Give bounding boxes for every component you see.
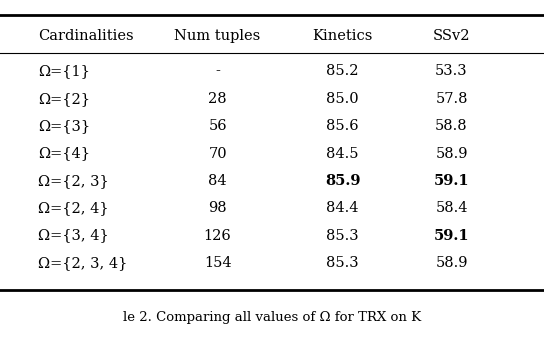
- Text: 58.9: 58.9: [435, 256, 468, 270]
- Text: 70: 70: [208, 147, 227, 160]
- Text: 84.4: 84.4: [326, 201, 359, 215]
- Text: 58.9: 58.9: [435, 147, 468, 160]
- Text: SSv2: SSv2: [433, 29, 470, 43]
- Text: 85.3: 85.3: [326, 256, 359, 270]
- Text: le 2. Comparing all values of Ω for TRX on K: le 2. Comparing all values of Ω for TRX …: [123, 311, 421, 324]
- Text: Ω={2, 3, 4}: Ω={2, 3, 4}: [38, 256, 127, 270]
- Text: Ω={2, 3}: Ω={2, 3}: [38, 174, 109, 188]
- Text: 84.5: 84.5: [326, 147, 359, 160]
- Text: Ω={2}: Ω={2}: [38, 92, 90, 106]
- Text: 85.6: 85.6: [326, 119, 359, 133]
- Text: 59.1: 59.1: [434, 228, 469, 243]
- Text: 126: 126: [203, 228, 232, 243]
- Text: 28: 28: [208, 92, 227, 106]
- Text: 58.8: 58.8: [435, 119, 468, 133]
- Text: 84: 84: [208, 174, 227, 188]
- Text: Cardinalities: Cardinalities: [38, 29, 134, 43]
- Text: Ω={1}: Ω={1}: [38, 64, 90, 79]
- Text: Kinetics: Kinetics: [313, 29, 373, 43]
- Text: Ω={3}: Ω={3}: [38, 119, 90, 133]
- Text: 85.0: 85.0: [326, 92, 359, 106]
- Text: 85.9: 85.9: [325, 174, 361, 188]
- Text: Ω={3, 4}: Ω={3, 4}: [38, 228, 109, 243]
- Text: 98: 98: [208, 201, 227, 215]
- Text: Ω={2, 4}: Ω={2, 4}: [38, 201, 109, 215]
- Text: 59.1: 59.1: [434, 174, 469, 188]
- Text: 154: 154: [204, 256, 231, 270]
- Text: 56: 56: [208, 119, 227, 133]
- Text: 58.4: 58.4: [435, 201, 468, 215]
- Text: 85.2: 85.2: [326, 64, 359, 79]
- Text: Num tuples: Num tuples: [175, 29, 261, 43]
- Text: 53.3: 53.3: [435, 64, 468, 79]
- Text: Ω={4}: Ω={4}: [38, 147, 90, 160]
- Text: -: -: [215, 64, 220, 79]
- Text: 57.8: 57.8: [435, 92, 468, 106]
- Text: 85.3: 85.3: [326, 228, 359, 243]
